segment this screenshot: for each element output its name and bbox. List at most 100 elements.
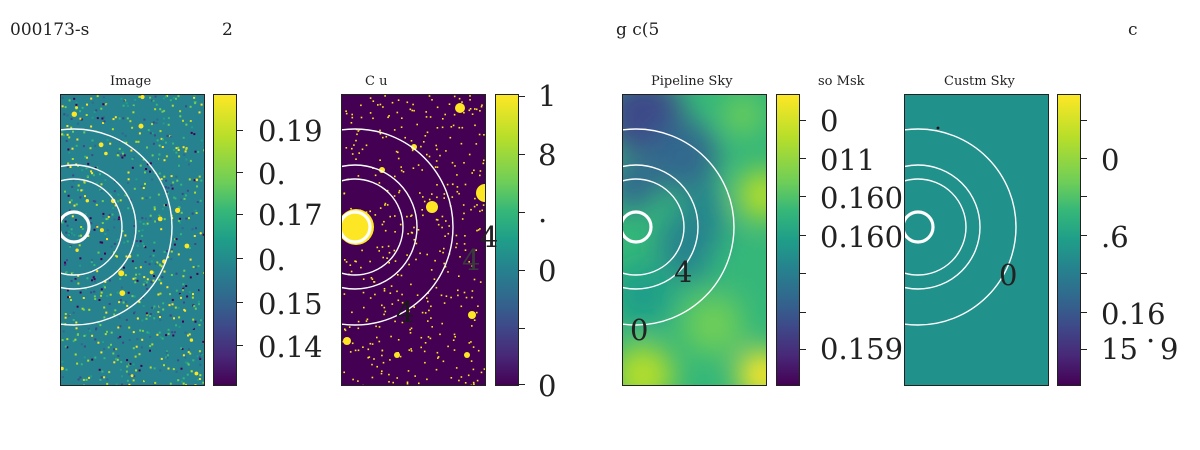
mask-pixel — [410, 283, 412, 286]
noise-pixel — [84, 334, 87, 337]
mask-pixel — [383, 220, 385, 223]
noise-pixel — [104, 179, 107, 182]
noise-pixel — [77, 184, 80, 187]
noise-pixel — [123, 241, 126, 244]
noise-pixel — [113, 313, 116, 316]
mask-pixel — [428, 198, 431, 201]
noise-pixel — [183, 197, 186, 200]
mask-pixel — [473, 319, 476, 321]
mask-pixel — [350, 122, 353, 124]
mask-pixel — [402, 171, 405, 173]
noise-pixel — [103, 376, 106, 379]
mask-pixel — [379, 159, 381, 161]
colorbar-tick-label: 8 — [538, 138, 557, 172]
noise-pixel — [64, 106, 67, 109]
colorbar-tick — [1081, 349, 1087, 351]
noise-pixel — [116, 291, 119, 294]
noise-pixel — [99, 173, 101, 176]
noise-pixel — [122, 104, 125, 107]
noise-pixel — [142, 187, 145, 189]
noise-pixel — [136, 244, 139, 247]
noise-pixel — [175, 272, 178, 275]
colorbar-tick — [237, 214, 243, 216]
noise-pixel — [184, 331, 187, 334]
mask-blob — [343, 337, 351, 345]
noise-pixel — [62, 330, 65, 333]
noise-pixel — [79, 376, 82, 379]
source-blob — [184, 243, 190, 249]
colorbar-tick — [800, 273, 806, 275]
noise-pixel — [119, 325, 122, 328]
noise-pixel — [194, 150, 197, 153]
noise-pixel — [143, 279, 146, 282]
mask-pixel — [378, 250, 380, 252]
mask-pixel — [355, 139, 357, 142]
mask-pixel — [476, 204, 478, 206]
noise-pixel — [179, 217, 182, 220]
noise-pixel — [177, 95, 180, 98]
noise-pixel — [163, 250, 166, 253]
noise-pixel — [66, 289, 69, 292]
noise-pixel — [183, 153, 186, 156]
noise-pixel — [134, 98, 137, 101]
noise-pixel — [63, 208, 66, 210]
noise-pixel — [97, 341, 100, 344]
noise-pixel — [67, 194, 70, 197]
noise-pixel — [111, 128, 114, 131]
noise-pixel — [187, 351, 190, 354]
noise-pixel — [66, 224, 69, 227]
mask-pixel — [475, 143, 478, 145]
mask-pixel — [343, 371, 345, 374]
noise-pixel — [175, 370, 178, 373]
noise-pixel — [96, 166, 99, 169]
colorbar-tick — [519, 96, 525, 98]
mask-pixel — [351, 113, 353, 116]
mask-pixel — [351, 147, 353, 150]
annulus-circle — [623, 178, 685, 276]
noise-pixel — [119, 299, 122, 301]
custom-sky-heatmap — [905, 95, 1048, 385]
noise-pixel — [174, 97, 177, 100]
colorbar-tick — [1081, 273, 1087, 275]
noise-pixel — [158, 172, 161, 175]
stray-label: . — [1146, 315, 1156, 349]
noise-pixel — [166, 134, 169, 137]
sky-patch — [623, 160, 658, 210]
mask-pixel — [480, 105, 483, 108]
noise-pixel — [113, 218, 116, 221]
noise-pixel — [203, 149, 204, 152]
noise-pixel — [172, 368, 175, 371]
noise-pixel — [115, 358, 118, 361]
noise-pixel — [102, 122, 105, 124]
mask-pixel — [430, 269, 433, 271]
noise-pixel — [74, 279, 77, 282]
mask-pixel — [458, 275, 460, 277]
mask-pixel — [418, 382, 420, 385]
noise-pixel — [149, 349, 151, 352]
sky-patch — [683, 185, 723, 225]
noise-pixel — [144, 261, 147, 263]
noise-pixel — [184, 356, 187, 359]
noise-pixel — [118, 301, 121, 304]
mask-pixel — [430, 305, 432, 308]
colorbar-tick-label: 0.14 — [258, 330, 323, 364]
noise-pixel — [77, 189, 79, 192]
mask-pixel — [472, 381, 475, 384]
noise-pixel — [102, 215, 105, 218]
noise-pixel — [147, 331, 150, 334]
noise-pixel — [104, 252, 106, 255]
mask-pixel — [401, 301, 404, 304]
noise-pixel — [117, 193, 120, 196]
mask-pixel — [410, 350, 413, 352]
noise-pixel — [188, 301, 191, 304]
noise-pixel — [113, 242, 116, 245]
noise-pixel — [126, 365, 129, 368]
noise-pixel — [139, 329, 142, 332]
mask-pixel — [389, 215, 391, 218]
noise-pixel — [195, 212, 198, 214]
noise-pixel — [195, 227, 197, 230]
mask-pixel — [416, 294, 419, 296]
noise-pixel — [130, 149, 133, 152]
mask-pixel — [431, 326, 433, 328]
colorbar-tick-label: . — [538, 195, 548, 229]
